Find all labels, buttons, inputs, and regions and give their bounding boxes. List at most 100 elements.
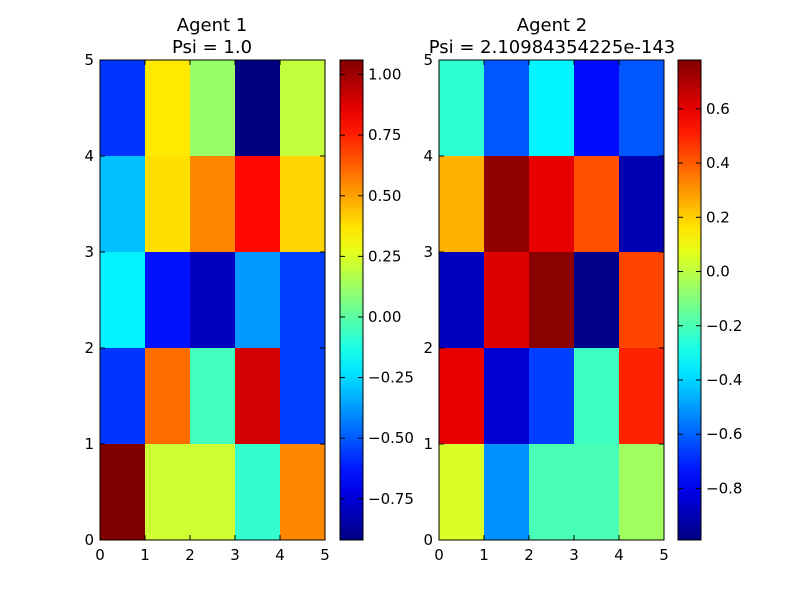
heatmap-cell [529,60,575,157]
x-tick-label: 3 [230,546,240,564]
y-tick-label: 2 [84,339,94,357]
colorbar-tick-label: −0.2 [706,317,742,335]
heatmap-cell [280,60,326,157]
x-tick-label: 5 [659,546,669,564]
heatmap-cell [145,252,191,349]
heatmap-cell [280,444,326,541]
x-tick-label: 1 [479,546,489,564]
y-tick-label: 3 [84,243,94,261]
colorbar-tick-label: −0.75 [368,490,414,508]
agent-2-axes: 0 1 2 3 4 5 0 1 2 3 4 5 [423,51,668,564]
agent-2-plot-frame [438,59,665,541]
colorbar-tick-label: −0.6 [706,425,742,443]
heatmap-cell [574,444,620,541]
heatmap-cell [235,444,281,541]
colorbar-tick-label: 0.6 [706,100,730,118]
agent-1-title-line2: Psi = 1.0 [172,37,252,58]
x-tick-label: 0 [95,546,105,564]
colorbar-tick-label: 0.00 [368,308,401,326]
heatmap-cell [619,156,665,253]
heatmap-cell [619,252,665,349]
y-tick-label: 4 [423,147,433,165]
heatmap-cell [484,156,530,253]
heatmap-cell [190,156,236,253]
heatmap-cell [574,156,620,253]
colorbar-tick-label: −0.8 [706,479,742,497]
colorbar-tick-label: 0.0 [706,263,730,281]
x-tick-label: 5 [320,546,330,564]
heatmap-cell [529,444,575,541]
heatmap-cell [145,348,191,445]
x-tick-label: 4 [275,546,285,564]
heatmap-cell [529,156,575,253]
x-tick-label: 1 [140,546,150,564]
heatmap-cell [529,348,575,445]
y-tick-label: 0 [423,531,433,549]
agent-1-heatmap-cells [100,60,326,541]
y-tick-label: 4 [84,147,94,165]
heatmap-cell [484,60,530,157]
agent-1-title-line1: Agent 1 [177,15,247,36]
heatmap-cell [439,156,485,253]
heatmap-cell [280,252,326,349]
heatmap-cell [190,252,236,349]
heatmap-cell [235,156,281,253]
heatmap-cell [439,348,485,445]
heatmap-cell [529,252,575,349]
heatmap-cell [190,348,236,445]
agent-1-colorbar: 1.00 0.75 0.50 0.25 0.00 −0.25 −0.50 −0.75 [339,59,414,541]
y-tick-label: 1 [84,435,94,453]
heatmap-cell [280,156,326,253]
colorbar-gradient [339,59,364,541]
agent-2-colorbar: 0.6 0.4 0.2 0.0 −0.2 −0.4 −0.6 −0.8 [677,59,742,541]
heatmap-cell [484,348,530,445]
agent-1-plot-frame [99,59,326,541]
y-tick-label: 2 [423,339,433,357]
heatmap-cell [439,252,485,349]
heatmap-cell [484,252,530,349]
heatmap-cell [100,252,146,349]
agent-2-chart: Agent 2 Psi = 2.10984354225e-143 0 1 2 3 4 50… [423,15,742,564]
colorbar-tick-label: −0.50 [368,429,414,447]
colorbar-gradient [677,59,702,541]
x-tick-label: 2 [524,546,534,564]
heatmap-cell [574,348,620,445]
heatmap-cell [280,348,326,445]
heatmap-cell [619,444,665,541]
heatmap-cell [100,60,146,157]
x-tick-label: 2 [185,546,195,564]
heatmap-cell [574,252,620,349]
heatmap-cell [100,348,146,445]
heatmap-cell [439,60,485,157]
heatmap-cell [619,60,665,157]
agent-2-title-line1: Agent 2 [517,15,587,36]
heatmap-cell [145,444,191,541]
agent-2-heatmap-cells [439,60,665,541]
y-tick-label: 5 [84,51,94,69]
x-tick-label: 4 [614,546,624,564]
colorbar-tick-label: 0.25 [368,247,401,265]
heatmap-cell [619,348,665,445]
heatmap-cell [574,60,620,157]
colorbar-tick-label: 1.00 [368,66,401,84]
heatmap-cell [439,444,485,541]
heatmap-cell [145,60,191,157]
agent-1-chart: Agent 1 Psi = 1.0 0 1 2 3 4 5 0 1 2 3 4 5 1.00 0.75 0… [84,15,414,564]
y-tick-label: 3 [423,243,433,261]
colorbar-tick-label: 0.50 [368,187,401,205]
x-tick-label: 3 [569,546,579,564]
heatmap-cell [235,60,281,157]
agent-1-axes: 0 1 2 3 4 5 0 1 2 3 4 5 [84,51,329,564]
y-tick-label: 5 [423,51,433,69]
colorbar-tick-label: 0.2 [706,208,730,226]
y-tick-label: 1 [423,435,433,453]
colorbar-tick-label: 0.4 [706,154,730,172]
x-tick-label: 0 [434,546,444,564]
heatmap-cell [100,444,146,541]
heatmap-cell [235,252,281,349]
colorbar-tick-label: −0.25 [368,369,414,387]
colorbar-tick-label: 0.75 [368,126,401,144]
heatmap-cell [235,348,281,445]
heatmap-cell [145,156,191,253]
